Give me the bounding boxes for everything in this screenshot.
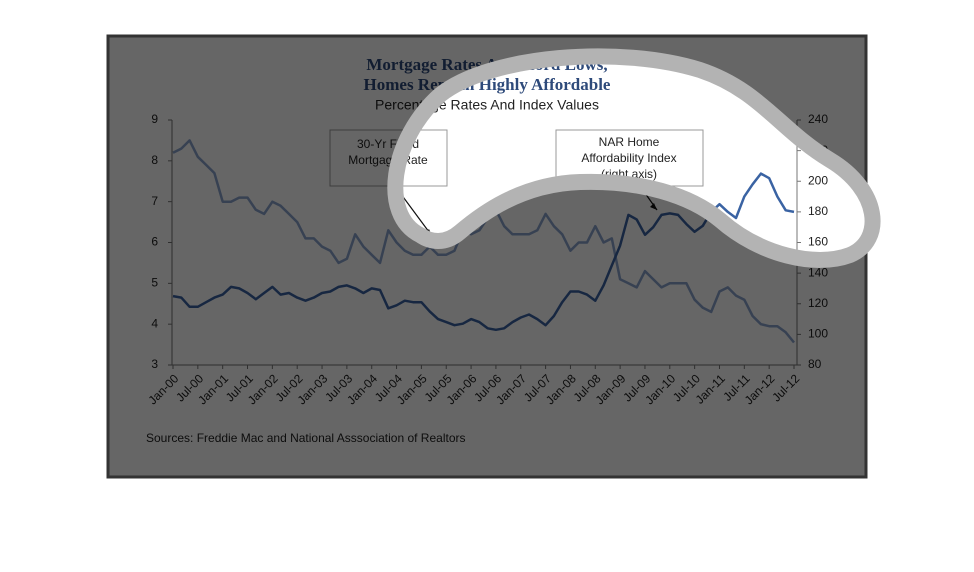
spotlight-ring (387, 48, 881, 268)
dim-overlay (106, 34, 868, 479)
